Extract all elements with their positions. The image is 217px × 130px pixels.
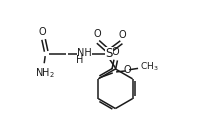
Text: CH$_3$: CH$_3$ xyxy=(140,60,159,73)
Text: O: O xyxy=(112,47,120,57)
Text: S: S xyxy=(105,47,113,60)
Text: O: O xyxy=(93,30,101,40)
Text: NH$_2$: NH$_2$ xyxy=(35,67,54,80)
Text: H: H xyxy=(76,55,83,65)
Text: O: O xyxy=(39,27,46,37)
Text: O: O xyxy=(123,65,131,75)
Text: NH: NH xyxy=(77,48,92,58)
Text: O: O xyxy=(118,30,126,40)
